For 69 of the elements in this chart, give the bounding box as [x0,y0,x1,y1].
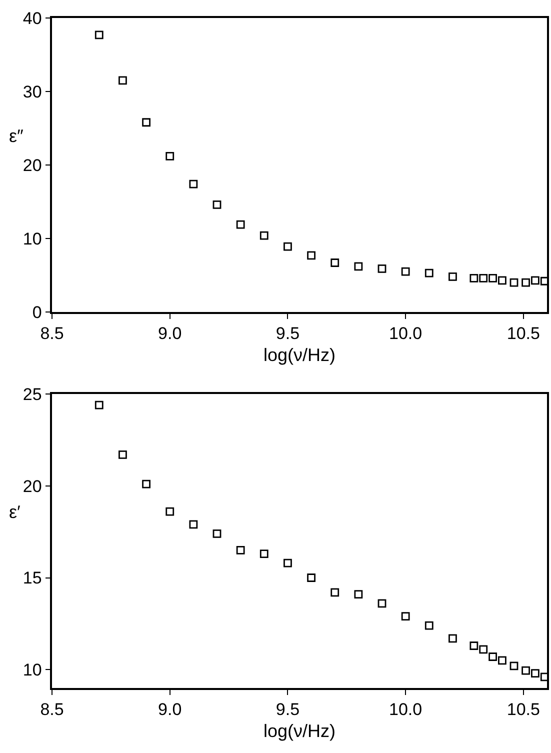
point [212,200,222,209]
point [378,599,386,608]
point [284,242,292,251]
point [307,251,316,260]
y-tick-label: 10 [22,229,42,248]
point [531,276,540,285]
point [479,274,488,282]
point [166,507,174,516]
point [260,231,268,240]
point [531,669,540,678]
point [166,152,174,160]
x-tick-label: 9.0 [158,324,182,344]
y-tick-label: 40 [22,8,42,28]
point [510,278,518,287]
point [488,652,497,661]
point [479,645,488,654]
x-tick-label: 10.0 [389,324,422,344]
point [378,264,386,273]
point [354,590,363,598]
point [284,558,292,568]
y-axis-title: ε″ [9,126,24,146]
point [94,30,104,40]
point [424,268,434,278]
x-tick-label: 10.0 [389,700,422,720]
y-tick-label: 10 [22,660,42,680]
x-tick-label: 9.5 [276,700,300,720]
point [354,262,363,271]
point [236,546,245,554]
y-tick-label: 15 [22,568,42,588]
x-axis-title: log(ν/Hz) [263,344,336,365]
point [236,220,245,229]
point [448,272,457,281]
x-tick-label: 8.5 [40,700,64,720]
point [189,180,198,188]
point [470,642,478,650]
point [142,480,150,488]
point [522,666,530,675]
point [260,550,268,558]
point [488,274,497,282]
y-tick-label: 20 [22,156,42,175]
y-tick-label: 25 [22,384,42,404]
point [498,276,506,285]
x-tick-label: 9.0 [158,700,182,720]
y-axis-title: ε′ [9,502,22,522]
point [118,450,127,459]
point [142,118,150,127]
point [510,662,518,670]
point [470,274,478,282]
point [424,621,434,630]
point [448,634,457,643]
point [498,656,506,665]
point [94,400,104,410]
x-tick-label: 9.5 [276,324,300,344]
point [522,278,530,287]
point [307,574,316,582]
point [401,612,410,621]
point [118,76,127,85]
point [212,529,222,538]
point [189,520,198,529]
x-tick-label: 10.5 [506,324,540,344]
x-axis-title: log(ν/Hz) [263,720,336,741]
y-tick-label: 20 [22,476,42,496]
x-tick-label: 10.5 [506,700,540,720]
point [330,588,340,597]
point [330,258,340,267]
point [401,267,410,276]
x-tick-label: 8.5 [40,324,64,344]
y-tick-label: 0 [32,302,42,322]
y-tick-label: 30 [22,82,42,102]
